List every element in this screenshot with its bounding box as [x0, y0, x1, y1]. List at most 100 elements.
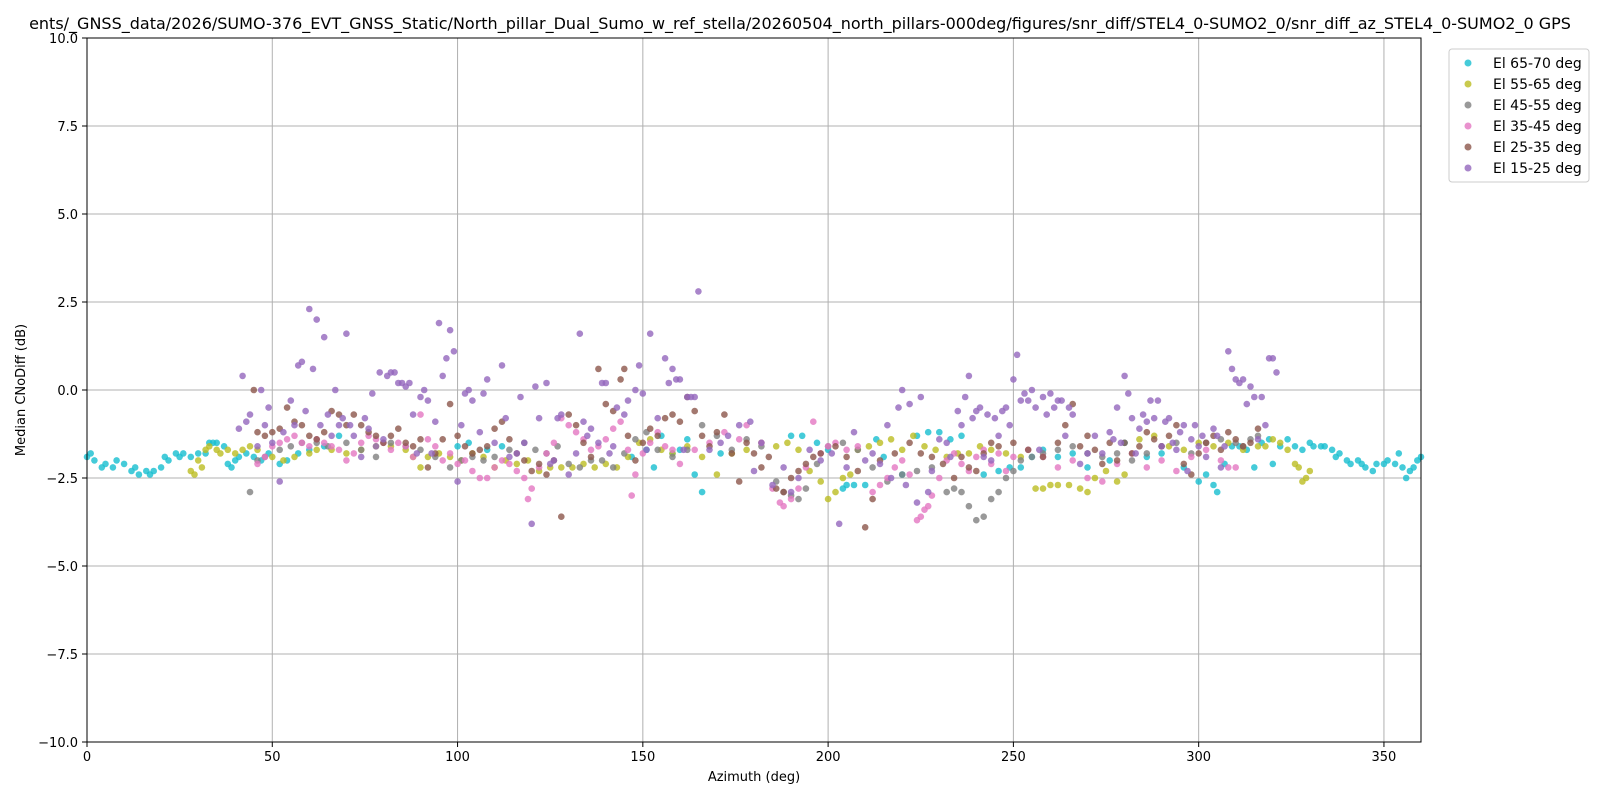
data-point — [157, 464, 165, 471]
data-point — [306, 432, 313, 440]
data-point — [602, 436, 610, 443]
data-point — [632, 386, 639, 394]
data-point — [1113, 404, 1121, 411]
legend-marker — [1464, 122, 1472, 130]
data-point — [283, 436, 291, 443]
data-point — [1069, 443, 1076, 450]
data-point — [632, 436, 639, 443]
data-point — [391, 369, 398, 376]
series-1 — [83, 428, 1425, 496]
data-point — [713, 428, 721, 436]
data-point — [898, 386, 906, 394]
data-point — [1039, 453, 1047, 461]
data-point — [491, 425, 498, 433]
data-point — [280, 457, 287, 464]
data-point — [854, 443, 862, 450]
data-point — [480, 457, 487, 464]
data-point — [758, 464, 765, 471]
data-point — [769, 481, 776, 489]
data-point — [476, 428, 484, 436]
data-point — [558, 513, 565, 520]
data-point — [869, 450, 876, 457]
data-point — [676, 376, 684, 383]
legend-label: El 35-45 deg — [1493, 119, 1582, 135]
data-point — [665, 379, 673, 387]
y-tick-label: 10.0 — [49, 32, 78, 47]
data-point — [320, 428, 328, 436]
data-point — [465, 386, 473, 394]
data-point — [1121, 471, 1128, 478]
data-point — [402, 439, 410, 447]
data-point — [387, 432, 395, 440]
data-point — [572, 428, 580, 436]
data-point — [1010, 453, 1017, 461]
data-point — [969, 414, 976, 422]
data-point — [417, 464, 424, 471]
data-point — [1143, 418, 1151, 426]
data-point — [1039, 485, 1047, 492]
data-point — [921, 443, 928, 450]
data-point — [828, 450, 836, 457]
legend-marker — [1464, 143, 1472, 151]
data-point — [461, 457, 469, 464]
data-point — [87, 450, 94, 457]
data-point — [843, 453, 850, 461]
data-point — [1369, 467, 1377, 475]
data-point — [902, 481, 910, 489]
data-point — [1269, 460, 1277, 468]
data-point — [706, 446, 713, 454]
data-point — [217, 450, 224, 457]
data-point — [306, 443, 313, 450]
data-point — [906, 471, 913, 478]
data-point — [483, 376, 491, 383]
x-tick-label: 300 — [1186, 750, 1211, 765]
data-point — [721, 411, 728, 418]
data-point — [446, 400, 454, 408]
data-point — [635, 362, 643, 369]
data-point — [1158, 457, 1165, 464]
data-point — [357, 453, 365, 461]
data-point — [698, 453, 706, 461]
data-point — [1310, 443, 1317, 450]
data-point — [291, 432, 298, 440]
data-point — [343, 457, 350, 464]
data-point — [1039, 393, 1047, 401]
data-point — [276, 446, 284, 454]
data-point — [102, 460, 109, 468]
data-point — [913, 467, 921, 475]
data-point — [1195, 450, 1202, 457]
data-point — [521, 439, 528, 447]
data-point — [343, 330, 350, 338]
data-point — [417, 393, 424, 401]
data-point — [832, 443, 839, 450]
data-point — [898, 446, 906, 454]
data-point — [1069, 411, 1076, 418]
data-point — [372, 432, 380, 440]
data-point — [454, 432, 461, 440]
data-point — [628, 492, 635, 499]
data-point — [194, 457, 202, 464]
data-point — [1002, 404, 1010, 411]
legend-marker — [1464, 80, 1472, 88]
data-point — [876, 439, 884, 447]
data-point — [424, 397, 432, 404]
data-point — [506, 460, 513, 468]
data-point — [224, 446, 232, 454]
data-point — [280, 428, 287, 436]
data-point — [1121, 372, 1128, 380]
data-point — [309, 365, 317, 373]
data-point — [869, 495, 876, 503]
data-point — [1132, 450, 1139, 457]
data-point — [595, 439, 602, 447]
data-point — [1402, 474, 1410, 482]
data-point — [313, 446, 321, 454]
data-point — [1273, 369, 1280, 376]
data-point — [646, 425, 654, 433]
data-point — [439, 372, 447, 380]
data-point — [1395, 450, 1403, 457]
data-point — [1221, 443, 1228, 450]
data-point — [469, 467, 476, 475]
data-point — [120, 460, 128, 468]
data-point — [995, 443, 1002, 450]
data-point — [406, 379, 413, 387]
